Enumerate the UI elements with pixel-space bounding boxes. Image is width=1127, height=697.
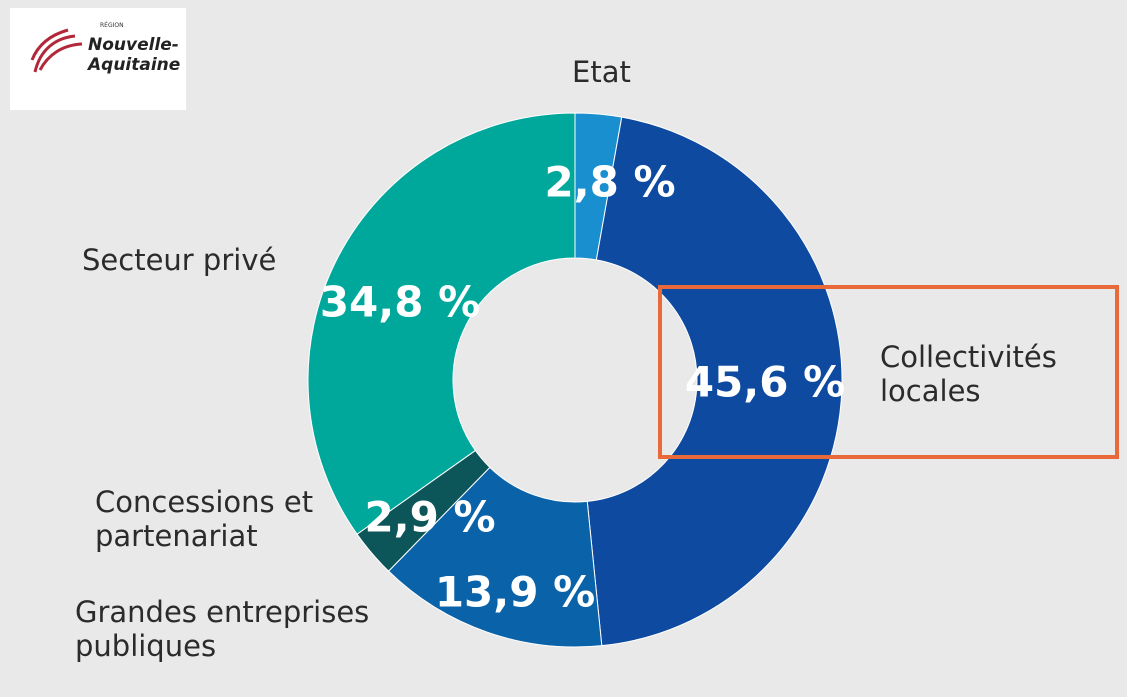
category-label: Etat xyxy=(572,55,631,89)
logo-small: RÉGION xyxy=(100,21,124,29)
category-label: Secteur privé xyxy=(82,243,277,277)
category-label: Concessions et partenariat xyxy=(95,485,314,553)
slice xyxy=(586,116,843,647)
logo-line: Aquitaine xyxy=(86,55,180,75)
category-label: Grandes entreprises publiques xyxy=(75,595,370,663)
logo-line: Nouvelle- xyxy=(88,35,179,55)
value-label: 13,9 % xyxy=(435,568,595,617)
value-label: 45,6 % xyxy=(685,358,845,407)
category-label: Collectivités locales xyxy=(880,340,1057,408)
value-label: 34,8 % xyxy=(320,278,480,327)
slice xyxy=(387,466,603,648)
value-label: 2,8 % xyxy=(544,158,675,207)
highlight-box xyxy=(658,285,1119,459)
logo-mark xyxy=(30,28,83,73)
slice xyxy=(307,112,576,535)
value-label: 2,9 % xyxy=(364,493,495,542)
